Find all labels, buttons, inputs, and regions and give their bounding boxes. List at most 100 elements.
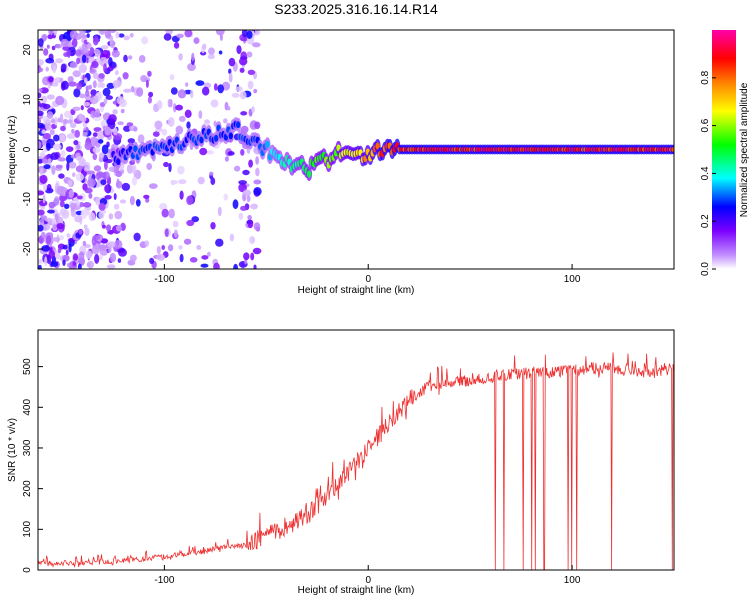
heatmap-cell: [46, 235, 52, 245]
heatmap-cell: [255, 167, 260, 177]
heatmap-cell: [84, 161, 91, 172]
heatmap-cell: [75, 49, 82, 57]
heatmap-cell: [86, 33, 90, 38]
heatmap-cell: [59, 113, 64, 124]
heatmap-cell: [42, 158, 49, 164]
colorbar: 0.0 0.2 0.4 0.6 0.8 Normalized spectral ampl…: [700, 30, 750, 276]
heatmap-cell: [38, 100, 41, 107]
heatmap-cell: [228, 132, 233, 140]
heatmap-cell: [69, 61, 78, 69]
heatmap-cell: [251, 42, 261, 48]
heatmap-cell: [227, 106, 231, 111]
heatmap-cell: [126, 164, 134, 174]
heatmap-cell: [42, 183, 48, 192]
spectrogram-x-ticks: -100 0 100: [154, 264, 581, 285]
heatmap-cell: [217, 206, 222, 217]
heatmap-cell: [47, 84, 51, 89]
heatmap-cell: [189, 257, 198, 263]
heatmap-cell: [190, 89, 194, 99]
heatmap-cell: [115, 224, 122, 232]
heatmap-cell: [114, 239, 123, 249]
heatmap-cell: [38, 88, 43, 93]
heatmap-cell: [161, 245, 165, 250]
heatmap-cell: [50, 118, 56, 124]
heatmap-cell: [48, 246, 53, 251]
heatmap-cell: [98, 152, 105, 159]
heatmap-cell: [118, 33, 125, 38]
heatmap-cell: [81, 54, 87, 63]
heatmap-cell: [375, 142, 380, 150]
heatmap-cell: [48, 250, 55, 259]
heatmap-cell: [107, 65, 114, 72]
heatmap-cell: [207, 54, 215, 60]
heatmap-cell: [73, 140, 79, 146]
heatmap-cell: [118, 248, 127, 257]
heatmap-cell: [198, 110, 203, 119]
heatmap-cell: [38, 190, 45, 196]
heatmap-cell: [163, 33, 172, 41]
heatmap-cell: [108, 114, 117, 124]
heatmap-cell: [184, 109, 192, 119]
chart-title: S233.2025.316.16.14.R14: [274, 1, 438, 17]
heatmap-cell: [104, 184, 110, 193]
heatmap-cell: [199, 136, 204, 144]
heatmap-cell: [122, 72, 129, 80]
heatmap-cell: [141, 36, 149, 45]
heatmap-cell: [131, 176, 138, 186]
heatmap-cell: [71, 128, 75, 134]
heatmap-cell: [74, 129, 80, 138]
heatmap-cell: [117, 121, 124, 126]
heatmap-cell: [252, 247, 262, 255]
heatmap-cell: [63, 52, 69, 57]
heatmap-cell: [248, 159, 254, 168]
snr-x-ticks: -100 0 100: [154, 565, 581, 586]
x-tick-label: -100: [154, 274, 174, 285]
heatmap-cell: [250, 252, 255, 261]
heatmap-cell: [98, 73, 105, 79]
heatmap-cell: [123, 88, 132, 93]
heatmap-cell: [55, 58, 64, 64]
heatmap-cell: [173, 103, 177, 113]
heatmap-cell: [179, 190, 184, 200]
heatmap-cell: [246, 30, 253, 39]
heatmap-cell: [240, 205, 248, 211]
heatmap-cell: [100, 179, 107, 186]
heatmap-cell: [94, 253, 100, 264]
heatmap-cell: [240, 149, 245, 156]
heatmap-cell: [79, 30, 86, 35]
heatmap-cell: [224, 156, 229, 162]
heatmap-cell: [152, 131, 160, 137]
heatmap-cell: [247, 215, 252, 220]
heatmap-cell: [99, 30, 106, 35]
heatmap-cell: [80, 209, 88, 220]
heatmap-cell: [83, 224, 88, 230]
heatmap-cell: [51, 82, 59, 87]
heatmap-cell: [72, 261, 77, 267]
colorbar-tick-label: 0.2: [700, 214, 711, 228]
heatmap-cell: [87, 178, 96, 187]
heatmap-cell: [79, 93, 86, 99]
heatmap-cell: [249, 235, 255, 245]
heatmap-cell: [247, 69, 256, 76]
heatmap-cell: [115, 172, 123, 177]
heatmap-cell: [80, 116, 87, 122]
heatmap-cell: [67, 49, 71, 58]
spectrogram-y-axis-label: Frequency (Hz): [7, 116, 18, 185]
heatmap-cell: [100, 238, 109, 244]
heatmap-cell: [255, 156, 259, 165]
heatmap-cell: [66, 133, 76, 139]
heatmap-cell: [44, 256, 48, 267]
heatmap-cell: [127, 138, 135, 144]
heatmap-cell: [210, 222, 216, 230]
snr-plot-area: [38, 330, 674, 570]
heatmap-cell: [253, 264, 257, 269]
y-tick-label: 10: [22, 94, 33, 106]
heatmap-cell: [106, 50, 111, 59]
heatmap-cell: [200, 51, 207, 56]
heatmap-cell: [246, 195, 251, 203]
heatmap-cell: [103, 171, 110, 180]
heatmap-cell: [99, 254, 103, 261]
heatmap-cell: [77, 263, 82, 269]
heatmap-cell: [156, 253, 165, 261]
